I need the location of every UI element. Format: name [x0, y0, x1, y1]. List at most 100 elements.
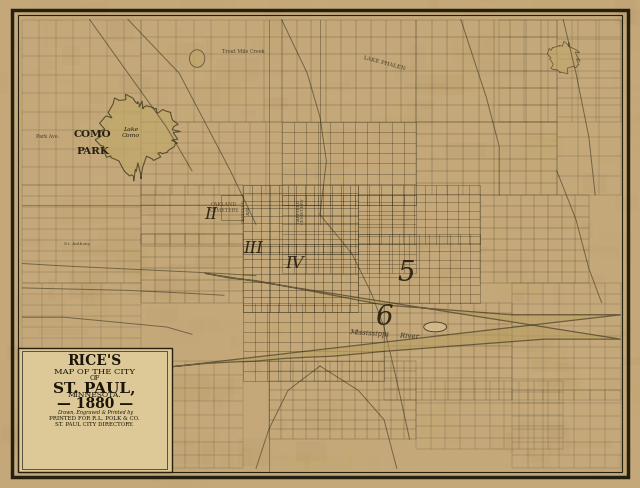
Bar	[337, 290, 380, 302]
Bar	[49, 455, 93, 463]
Bar	[395, 64, 414, 80]
Bar	[623, 463, 632, 480]
Bar	[349, 258, 387, 268]
Bar	[370, 342, 410, 356]
Bar	[339, 171, 353, 191]
Text: RICE'S: RICE'S	[68, 354, 122, 368]
Bar	[162, 319, 204, 342]
Bar	[347, 344, 373, 370]
Bar	[408, 235, 454, 249]
Bar	[239, 180, 248, 192]
Bar	[183, 386, 197, 407]
Bar	[47, 59, 57, 69]
Bar	[620, 274, 640, 296]
Bar	[489, 158, 499, 177]
Bar	[638, 124, 640, 151]
Polygon shape	[424, 322, 447, 332]
Bar	[76, 341, 90, 358]
Bar	[355, 240, 372, 254]
Bar	[173, 403, 193, 421]
Bar	[381, 389, 394, 395]
Bar	[635, 114, 640, 122]
Bar	[582, 226, 598, 243]
Bar	[359, 156, 401, 172]
Bar	[173, 450, 212, 464]
Bar	[132, 32, 175, 40]
Text: 5: 5	[397, 260, 415, 287]
Bar	[420, 103, 431, 109]
Bar	[63, 362, 79, 388]
Bar	[179, 0, 216, 5]
Bar	[141, 261, 182, 276]
Bar	[195, 255, 229, 266]
Bar	[296, 441, 327, 461]
Bar	[29, 402, 64, 409]
Bar	[452, 375, 464, 403]
Bar	[250, 455, 287, 461]
Bar	[523, 276, 534, 305]
Bar	[231, 266, 245, 284]
Bar	[291, 291, 335, 319]
Bar	[634, 144, 640, 150]
Bar	[205, 244, 255, 264]
Bar	[431, 207, 476, 218]
Bar	[347, 303, 390, 317]
Bar	[436, 264, 460, 282]
Bar	[585, 466, 603, 477]
Bar	[298, 173, 347, 200]
Bar	[0, 72, 8, 94]
Bar	[119, 76, 152, 92]
Bar	[330, 427, 369, 454]
Bar	[465, 88, 511, 98]
Bar	[210, 452, 250, 471]
Bar	[350, 269, 368, 287]
Bar	[374, 234, 388, 242]
Bar	[495, 253, 529, 278]
Bar	[415, 75, 464, 95]
Bar	[90, 175, 112, 181]
Bar	[147, 307, 179, 323]
Bar	[438, 335, 465, 349]
Bar	[4, 100, 31, 126]
Bar	[25, 136, 65, 146]
Bar	[169, 440, 194, 446]
Bar	[636, 350, 640, 363]
Bar	[379, 358, 387, 380]
Bar	[81, 1, 107, 20]
Bar	[251, 256, 301, 280]
Bar	[341, 444, 351, 468]
Bar	[177, 160, 225, 168]
Bar	[521, 328, 553, 349]
Text: MAP OF THE CITY: MAP OF THE CITY	[54, 368, 135, 376]
Bar	[99, 176, 108, 194]
Bar	[208, 451, 241, 470]
Bar	[200, 258, 207, 270]
Bar	[424, 460, 442, 483]
Text: Mississippi     River: Mississippi River	[349, 328, 419, 341]
Bar	[176, 142, 221, 149]
Bar	[539, 381, 584, 397]
Bar	[123, 408, 136, 424]
Bar	[615, 0, 636, 23]
Bar	[189, 318, 221, 332]
Bar	[135, 270, 175, 294]
Bar	[58, 407, 95, 422]
Bar	[156, 232, 205, 250]
Bar	[198, 217, 235, 232]
Bar	[228, 377, 240, 394]
Bar	[162, 109, 192, 117]
Bar	[417, 97, 462, 111]
Bar	[327, 173, 360, 183]
Bar	[351, 171, 376, 190]
Bar	[549, 360, 571, 379]
Bar	[143, 190, 165, 209]
Bar	[354, 383, 376, 404]
Text: GARFIELD
AVE.: GARFIELD AVE.	[242, 199, 251, 223]
Bar	[405, 372, 447, 398]
Bar	[105, 468, 134, 481]
Bar	[93, 187, 120, 194]
Bar	[213, 79, 220, 107]
Bar	[140, 247, 148, 265]
Bar	[361, 300, 385, 307]
Bar	[446, 112, 456, 128]
